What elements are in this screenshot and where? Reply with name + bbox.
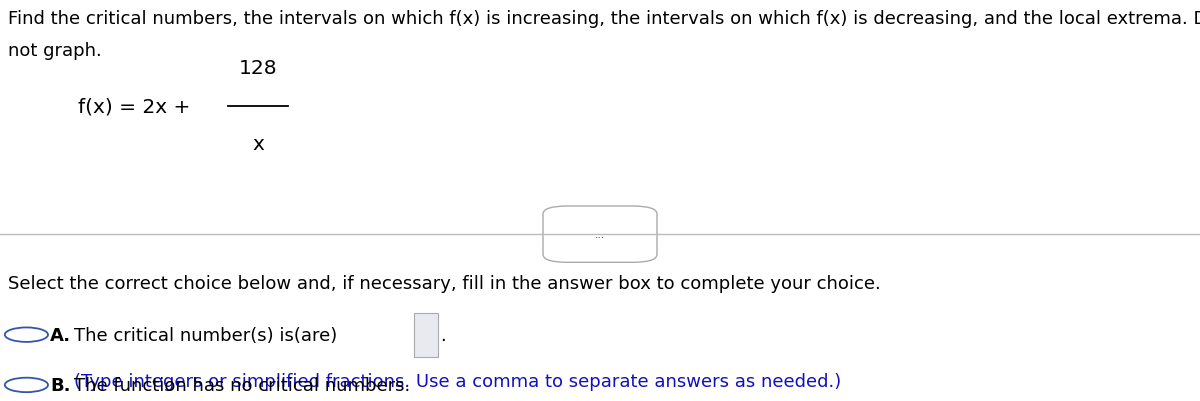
Text: (Type integers or simplified fractions. Use a comma to separate answers as neede: (Type integers or simplified fractions. …: [74, 372, 841, 390]
Ellipse shape: [5, 328, 48, 342]
Text: x: x: [252, 135, 264, 154]
Text: ...: ...: [595, 230, 605, 239]
Text: B.: B.: [50, 376, 71, 394]
Text: A.: A.: [50, 326, 72, 344]
Text: The function has no critical numbers.: The function has no critical numbers.: [74, 376, 410, 394]
Text: .: .: [440, 326, 446, 344]
Ellipse shape: [5, 378, 48, 392]
Text: The critical number(s) is(are): The critical number(s) is(are): [74, 326, 337, 344]
Text: Select the correct choice below and, if necessary, fill in the answer box to com: Select the correct choice below and, if …: [8, 275, 881, 293]
FancyBboxPatch shape: [414, 313, 438, 357]
Text: not graph.: not graph.: [8, 42, 102, 60]
Text: f(x) = 2x +: f(x) = 2x +: [78, 97, 197, 116]
Text: Find the critical numbers, the intervals on which f(x) is increasing, the interv: Find the critical numbers, the intervals…: [8, 10, 1200, 28]
Text: 128: 128: [239, 59, 277, 78]
FancyBboxPatch shape: [542, 207, 658, 263]
